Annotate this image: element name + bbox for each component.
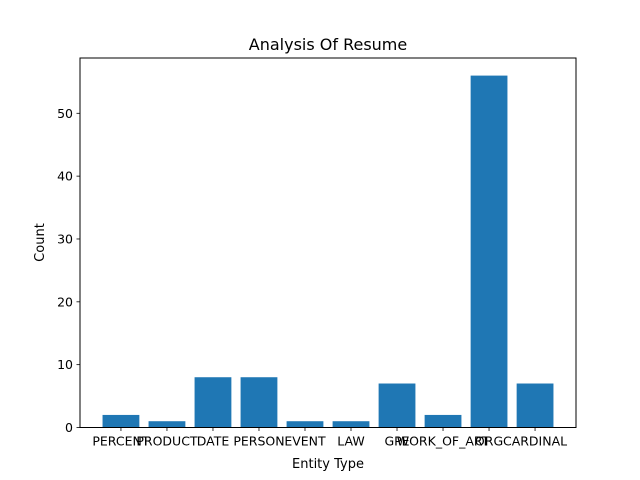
bar-cardinal [516,383,554,428]
bar-date [194,377,232,428]
x-axis-label: Entity Type [292,457,364,472]
x-tick-label-percent: PERCENT [92,434,149,449]
x-tick-label-person: PERSON [233,434,284,449]
plot-area-frame [79,57,577,428]
bar-law [332,421,370,428]
x-tick-label-gpe: GPE [384,434,409,449]
x-tick-label-law: LAW [337,434,364,449]
x-tick-label-event: EVENT [284,434,326,449]
bar-event [286,421,324,428]
x-tick-label-cardinal: CARDINAL [503,434,567,449]
bar-percent [102,414,140,428]
bars-layer [102,75,554,428]
y-tick-label: 30 [57,231,73,246]
y-tick-label: 10 [57,357,73,372]
y-tick-label: 40 [57,169,73,184]
x-tick-label-org: ORG [475,434,503,449]
bar-org [470,75,508,428]
x-tick-label-product: PRODUCT [136,434,198,449]
x-tick-label-work-of-art: WORK_OF_ART [397,434,490,449]
bar-work-of-art [424,414,462,428]
y-axis-label: Count [33,223,48,262]
y-tick-label: 0 [65,420,73,435]
bar-gpe [378,383,416,428]
y-axis-ticks: 0 10 20 30 40 50 [57,106,80,435]
bar-person [240,377,278,428]
y-tick-label: 20 [57,294,73,309]
bar-product [148,421,186,428]
chart-title: Analysis Of Resume [249,35,407,54]
x-tick-label-date: DATE [197,434,230,449]
y-tick-label: 50 [57,106,73,121]
